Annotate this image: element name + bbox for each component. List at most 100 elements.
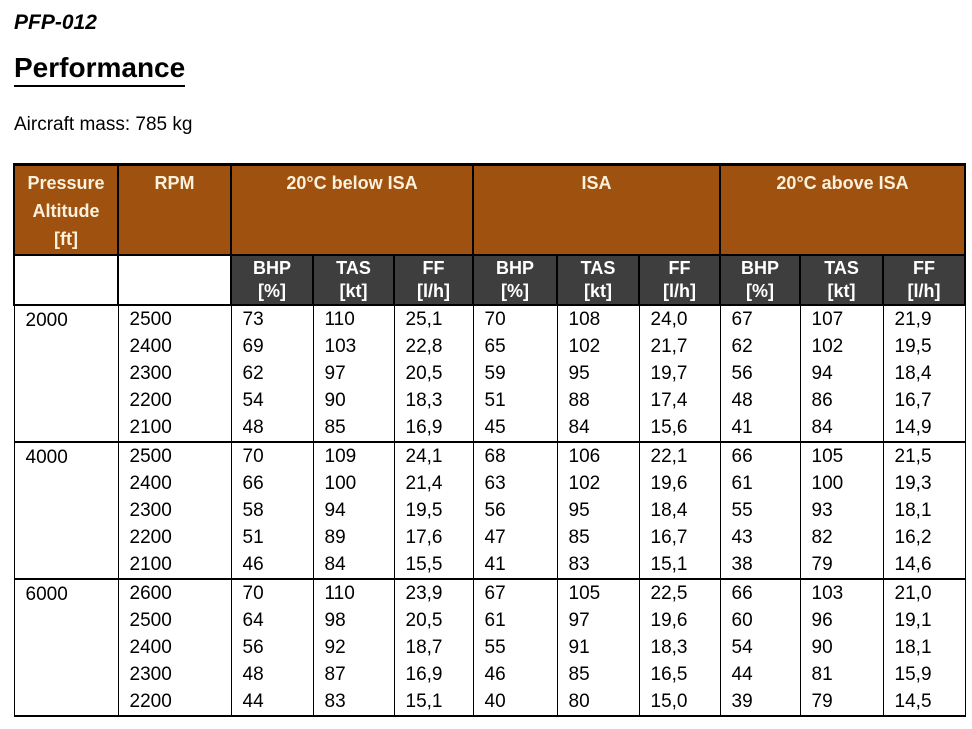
heading-wrap: Performance — [13, 36, 963, 87]
value-cell: 21,0 — [882, 578, 966, 607]
value-cell: 70 — [230, 578, 314, 607]
rpm-cell: 2300 — [117, 360, 232, 387]
value-cell: 85 — [312, 414, 395, 442]
value-cell: 100 — [312, 470, 395, 497]
value-cell: 67 — [719, 304, 801, 333]
value-cell: 73 — [230, 304, 314, 333]
value-cell: 15,1 — [638, 551, 721, 579]
value-cell: 95 — [556, 360, 640, 387]
rpm-cell: 2400 — [117, 470, 232, 497]
value-cell: 56 — [230, 634, 314, 661]
col-group-above-isa: 20°C above ISA — [719, 163, 967, 256]
value-cell: 108 — [556, 304, 640, 333]
rpm-cell: 2500 — [117, 441, 232, 470]
table-group-header-row: Pressure Altitude [ft] RPM 20°C below IS… — [13, 163, 967, 256]
value-cell: 94 — [799, 360, 884, 387]
value-cell: 14,6 — [882, 551, 966, 579]
value-cell: 17,6 — [393, 524, 474, 551]
value-cell: 39 — [719, 688, 801, 716]
table-row: 2200 51 89 17,6 47 85 16,7 43 82 16,2 — [14, 524, 966, 551]
value-cell: 40 — [472, 688, 558, 716]
rpm-cell: 2300 — [117, 497, 232, 524]
value-cell: 84 — [312, 551, 395, 579]
value-cell: 83 — [312, 688, 395, 716]
value-cell: 44 — [230, 688, 314, 716]
value-cell: 103 — [799, 578, 884, 607]
value-cell: 83 — [556, 551, 640, 579]
value-cell: 97 — [556, 607, 640, 634]
col-group-below-isa: 20°C below ISA — [230, 163, 474, 256]
value-cell: 41 — [472, 551, 558, 579]
value-cell: 19,3 — [882, 470, 966, 497]
table-row: 2400 69 103 22,8 65 102 21,7 62 102 19,5 — [14, 333, 966, 360]
value-cell: 62 — [719, 333, 801, 360]
value-cell: 20,5 — [393, 360, 474, 387]
table-row: 2400 66 100 21,4 63 102 19,6 61 100 19,3 — [14, 470, 966, 497]
value-cell: 19,5 — [882, 333, 966, 360]
value-cell: 89 — [312, 524, 395, 551]
value-cell: 22,8 — [393, 333, 474, 360]
value-cell: 102 — [556, 470, 640, 497]
value-cell: 44 — [719, 661, 801, 688]
value-cell: 22,1 — [638, 441, 721, 470]
subheader-ff-above-isa: FF [l/h] — [882, 254, 967, 306]
value-cell: 64 — [230, 607, 314, 634]
value-cell: 54 — [719, 634, 801, 661]
value-cell: 79 — [799, 551, 884, 579]
table-row: 6000 2600 70 110 23,9 67 105 22,5 66 103 21,0 — [13, 578, 966, 716]
value-cell: 18,1 — [882, 634, 966, 661]
value-cell: 63 — [472, 470, 558, 497]
subheader-tas-above-isa: TAS [kt] — [799, 254, 885, 306]
value-cell: 23,9 — [393, 578, 474, 607]
value-cell: 70 — [230, 441, 314, 470]
value-cell: 97 — [312, 360, 395, 387]
value-cell: 84 — [799, 414, 884, 442]
value-cell: 19,5 — [393, 497, 474, 524]
value-cell: 109 — [312, 441, 395, 470]
value-cell: 16,7 — [638, 524, 721, 551]
value-cell: 92 — [312, 634, 395, 661]
value-cell: 61 — [719, 470, 801, 497]
table-row: 2500 64 98 20,5 61 97 19,6 60 96 19,1 — [14, 607, 966, 634]
value-cell: 16,7 — [882, 387, 966, 414]
table-row: 2100 48 85 16,9 45 84 15,6 41 84 14,9 — [14, 414, 966, 442]
value-cell: 103 — [312, 333, 395, 360]
value-cell: 90 — [799, 634, 884, 661]
value-cell: 55 — [719, 497, 801, 524]
rpm-cell: 2200 — [117, 387, 232, 414]
value-cell: 107 — [799, 304, 884, 333]
table-row: 2300 48 87 16,9 46 85 16,5 44 81 15,9 — [14, 661, 966, 688]
value-cell: 93 — [799, 497, 884, 524]
value-cell: 62 — [230, 360, 314, 387]
value-cell: 87 — [312, 661, 395, 688]
value-cell: 56 — [719, 360, 801, 387]
value-cell: 48 — [230, 661, 314, 688]
value-cell: 15,6 — [638, 414, 721, 442]
table-row: 2400 56 92 18,7 55 91 18,3 54 90 18,1 — [14, 634, 966, 661]
value-cell: 24,0 — [638, 304, 721, 333]
value-cell: 102 — [799, 333, 884, 360]
table-row: 4000 2500 70 109 24,1 68 106 22,1 66 105 21,5 — [13, 441, 966, 579]
value-cell: 45 — [472, 414, 558, 442]
value-cell: 19,6 — [638, 607, 721, 634]
rpm-cell: 2300 — [117, 661, 232, 688]
value-cell: 55 — [472, 634, 558, 661]
value-cell: 54 — [230, 387, 314, 414]
value-cell: 43 — [719, 524, 801, 551]
altitude-cell: 4000 — [13, 441, 119, 579]
value-cell: 24,1 — [393, 441, 474, 470]
value-cell: 15,9 — [882, 661, 966, 688]
subheader-bhp-isa: BHP [%] — [472, 254, 558, 306]
value-cell: 18,7 — [393, 634, 474, 661]
value-cell: 48 — [719, 387, 801, 414]
value-cell: 18,3 — [393, 387, 474, 414]
subheader-bhp-below-isa: BHP [%] — [230, 254, 314, 306]
value-cell: 69 — [230, 333, 314, 360]
subheader-ff-isa: FF [l/h] — [637, 254, 722, 306]
value-cell: 80 — [556, 688, 640, 716]
performance-table: Pressure Altitude [ft] RPM 20°C below IS… — [13, 163, 967, 717]
value-cell: 19,1 — [882, 607, 966, 634]
value-cell: 21,9 — [882, 304, 966, 333]
value-cell: 18,4 — [638, 497, 721, 524]
